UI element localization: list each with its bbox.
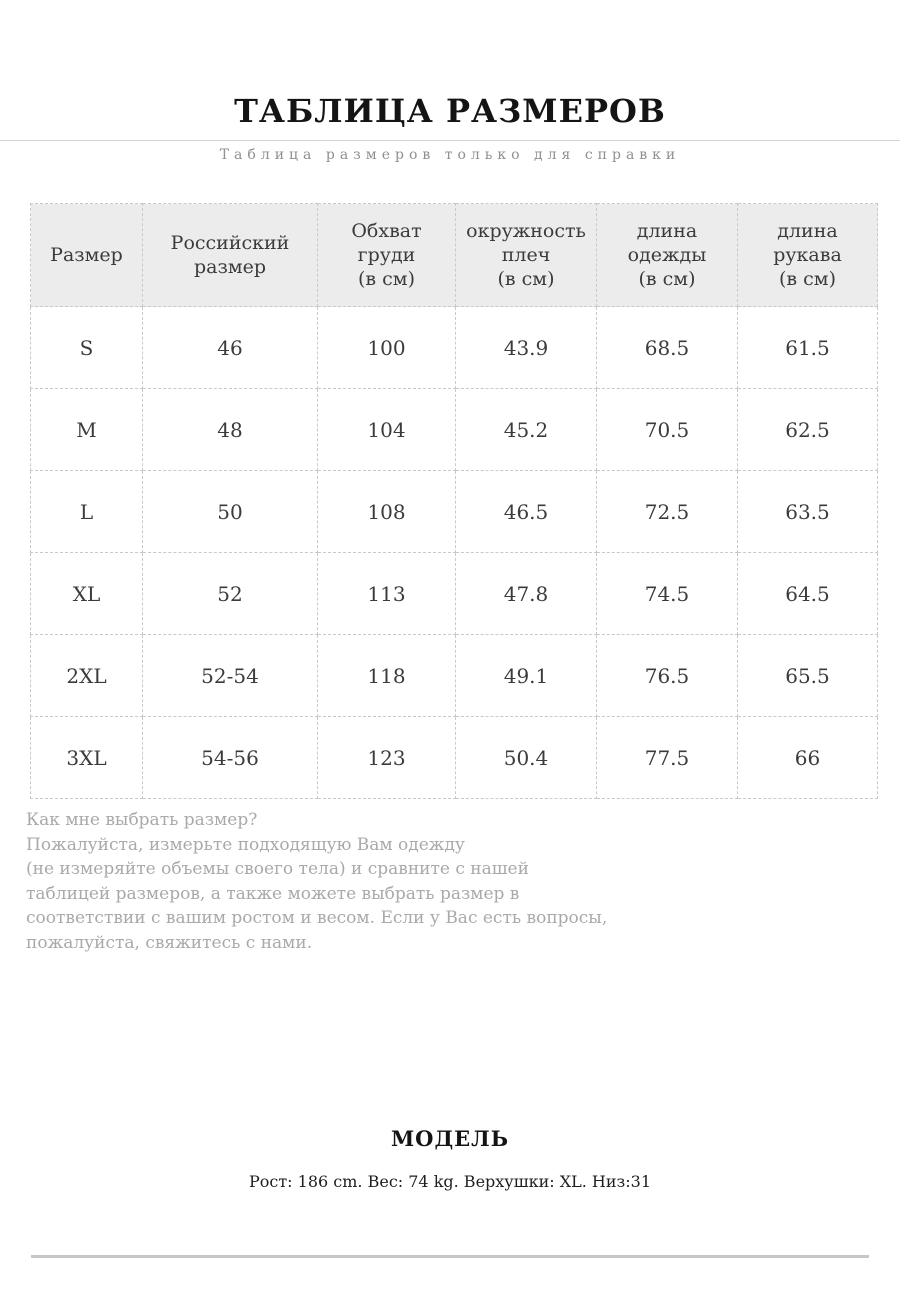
table-cell: 3XL — [30, 716, 143, 799]
title-divider — [0, 140, 900, 141]
table-cell: 123 — [317, 716, 456, 799]
table-cell: 47.8 — [455, 552, 597, 635]
table-cell: 46.5 — [455, 470, 597, 553]
table-row-2xl: 2XL 52-54 118 49.1 76.5 65.5 — [30, 634, 878, 717]
table-cell: 100 — [317, 306, 456, 389]
bottom-divider — [31, 1255, 869, 1258]
table-cell: 68.5 — [596, 306, 738, 389]
table-cell: S — [30, 306, 143, 389]
table-cell: 66 — [737, 716, 878, 799]
page-subtitle: Таблица размеров только для справки — [219, 147, 681, 163]
help-line: Как мне выбрать размер? — [26, 810, 258, 830]
column-header-size: Размер — [30, 203, 143, 307]
table-cell: 62.5 — [737, 388, 878, 471]
table-cell: 104 — [317, 388, 456, 471]
table-row-xl: XL 52 113 47.8 74.5 64.5 — [30, 552, 878, 635]
table-cell: 45.2 — [455, 388, 597, 471]
table-cell: 113 — [317, 552, 456, 635]
table-cell: 52 — [142, 552, 318, 635]
table-cell: 2XL — [30, 634, 143, 717]
table-cell: 74.5 — [596, 552, 738, 635]
table-row-s: S 46 100 43.9 68.5 61.5 — [30, 306, 878, 389]
table-cell: 61.5 — [737, 306, 878, 389]
table-cell: 118 — [317, 634, 456, 717]
column-header-garment-length: длина одежды (в см) — [596, 203, 738, 307]
table-cell: 64.5 — [737, 552, 878, 635]
table-cell: 50 — [142, 470, 318, 553]
table-cell: L — [30, 470, 143, 553]
table-cell: 52-54 — [142, 634, 318, 717]
table-cell: 46 — [142, 306, 318, 389]
table-cell: 63.5 — [737, 470, 878, 553]
model-info: Рост: 186 cm. Вес: 74 kg. Верхушки: XL. … — [248, 1172, 652, 1191]
column-header-russian-size: Российский размер — [142, 203, 318, 307]
page-title: ТАБЛИЦА РАЗМЕРОВ — [234, 92, 666, 130]
help-line: Пожалуйста, измерьте подходящую Вам одеж… — [26, 834, 465, 855]
column-header-sleeve-length: длина рукава (в см) — [737, 203, 878, 307]
table-cell: XL — [30, 552, 143, 635]
table-cell: 72.5 — [596, 470, 738, 553]
table-header-row: Размер Российский размер Обхват груди (в… — [30, 203, 878, 307]
help-line: соответствии с вашим ростом и весом. Есл… — [26, 908, 608, 928]
size-help-text: Как мне выбрать размер? Пожалуйста, изме… — [26, 808, 646, 955]
help-line: пожалуйста, свяжитесь с нами. — [26, 932, 313, 953]
table-cell: 54-56 — [142, 716, 318, 799]
table-row-l: L 50 108 46.5 72.5 63.5 — [30, 470, 878, 553]
help-line: таблицей размеров, а также можете выбрат… — [26, 883, 520, 904]
table-cell: 77.5 — [596, 716, 738, 799]
table-cell: 49.1 — [455, 634, 597, 717]
table-cell: 50.4 — [455, 716, 597, 799]
column-header-shoulder: окружность плеч (в см) — [455, 203, 597, 307]
column-header-chest: Обхват груди (в см) — [317, 203, 456, 307]
table-row-3xl: 3XL 54-56 123 50.4 77.5 66 — [30, 716, 878, 799]
table-row-m: M 48 104 45.2 70.5 62.5 — [30, 388, 878, 471]
table-cell: 48 — [142, 388, 318, 471]
table-cell: 43.9 — [455, 306, 597, 389]
size-table: Размер Российский размер Обхват груди (в… — [30, 203, 878, 799]
table-cell: 76.5 — [596, 634, 738, 717]
table-cell: 70.5 — [596, 388, 738, 471]
table-cell: 108 — [317, 470, 456, 553]
help-line: (не измеряйте объемы своего тела) и срав… — [26, 859, 529, 879]
table-cell: 65.5 — [737, 634, 878, 717]
model-heading: МОДЕЛЬ — [390, 1126, 510, 1151]
table-cell: M — [30, 388, 143, 471]
